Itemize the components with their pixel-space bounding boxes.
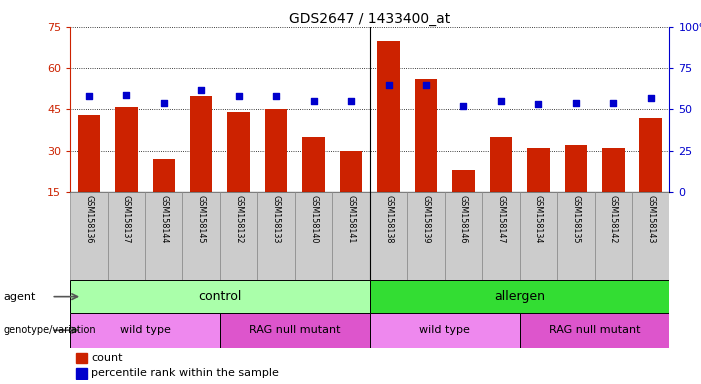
Bar xyxy=(190,96,212,233)
Text: RAG null mutant: RAG null mutant xyxy=(549,325,640,335)
Bar xyxy=(377,41,400,233)
Bar xyxy=(594,192,632,280)
Bar xyxy=(76,353,87,363)
Bar xyxy=(489,137,512,233)
Bar xyxy=(639,118,662,233)
Text: GSM158135: GSM158135 xyxy=(571,195,580,243)
Text: GSM158146: GSM158146 xyxy=(459,195,468,243)
Bar xyxy=(78,115,100,233)
Bar xyxy=(182,192,220,280)
Bar xyxy=(564,145,587,233)
Point xyxy=(570,100,581,106)
Bar xyxy=(220,192,257,280)
Text: control: control xyxy=(198,290,242,303)
Point xyxy=(458,103,469,109)
Point xyxy=(608,100,619,106)
Point xyxy=(421,82,432,88)
Text: GSM158145: GSM158145 xyxy=(197,195,205,243)
Bar xyxy=(602,148,625,233)
Title: GDS2647 / 1433400_at: GDS2647 / 1433400_at xyxy=(289,12,451,26)
Text: GSM158144: GSM158144 xyxy=(159,195,168,243)
Bar xyxy=(444,192,482,280)
Text: percentile rank within the sample: percentile rank within the sample xyxy=(91,368,279,378)
Text: GSM158133: GSM158133 xyxy=(271,195,280,243)
Bar xyxy=(340,151,362,233)
Point xyxy=(346,98,357,104)
Bar xyxy=(407,192,444,280)
Text: GSM158143: GSM158143 xyxy=(646,195,655,243)
Point xyxy=(121,91,132,98)
Bar xyxy=(452,170,475,233)
Bar xyxy=(107,192,145,280)
Bar xyxy=(153,159,175,233)
Point xyxy=(645,95,656,101)
Text: GSM158132: GSM158132 xyxy=(234,195,243,243)
Text: GSM158138: GSM158138 xyxy=(384,195,393,243)
Bar xyxy=(220,313,369,348)
Point xyxy=(308,98,319,104)
Bar xyxy=(70,280,370,313)
Bar xyxy=(482,192,519,280)
Bar xyxy=(70,313,220,348)
Text: GSM158140: GSM158140 xyxy=(309,195,318,243)
Text: GSM158147: GSM158147 xyxy=(496,195,505,243)
Bar xyxy=(527,148,550,233)
Text: wild type: wild type xyxy=(120,325,170,335)
Bar xyxy=(295,192,332,280)
Bar xyxy=(519,313,669,348)
Bar xyxy=(302,137,325,233)
Text: GSM158137: GSM158137 xyxy=(122,195,131,243)
Point xyxy=(496,98,507,104)
Text: GSM158142: GSM158142 xyxy=(608,195,618,243)
Bar xyxy=(370,192,407,280)
Bar xyxy=(70,192,107,280)
Bar xyxy=(632,192,669,280)
Text: GSM158134: GSM158134 xyxy=(534,195,543,243)
Text: wild type: wild type xyxy=(419,325,470,335)
Text: count: count xyxy=(91,353,123,363)
Bar xyxy=(370,313,519,348)
Bar xyxy=(265,109,287,233)
Point xyxy=(271,93,282,99)
Bar xyxy=(257,192,295,280)
Point xyxy=(383,82,394,88)
Bar xyxy=(332,192,369,280)
Bar xyxy=(370,280,669,313)
Bar xyxy=(415,79,437,233)
Text: agent: agent xyxy=(4,291,36,302)
Text: genotype/variation: genotype/variation xyxy=(4,325,96,335)
Text: GSM158141: GSM158141 xyxy=(346,195,355,243)
Point xyxy=(158,100,170,106)
Text: GSM158139: GSM158139 xyxy=(421,195,430,243)
Point xyxy=(233,93,244,99)
Bar xyxy=(227,112,250,233)
Text: GSM158136: GSM158136 xyxy=(84,195,93,243)
Point xyxy=(196,86,207,93)
Bar xyxy=(557,192,594,280)
Bar xyxy=(76,368,87,379)
Text: RAG null mutant: RAG null mutant xyxy=(249,325,341,335)
Text: allergen: allergen xyxy=(494,290,545,303)
Bar xyxy=(145,192,182,280)
Point xyxy=(83,93,95,99)
Point xyxy=(533,101,544,108)
Bar xyxy=(519,192,557,280)
Bar xyxy=(115,107,137,233)
